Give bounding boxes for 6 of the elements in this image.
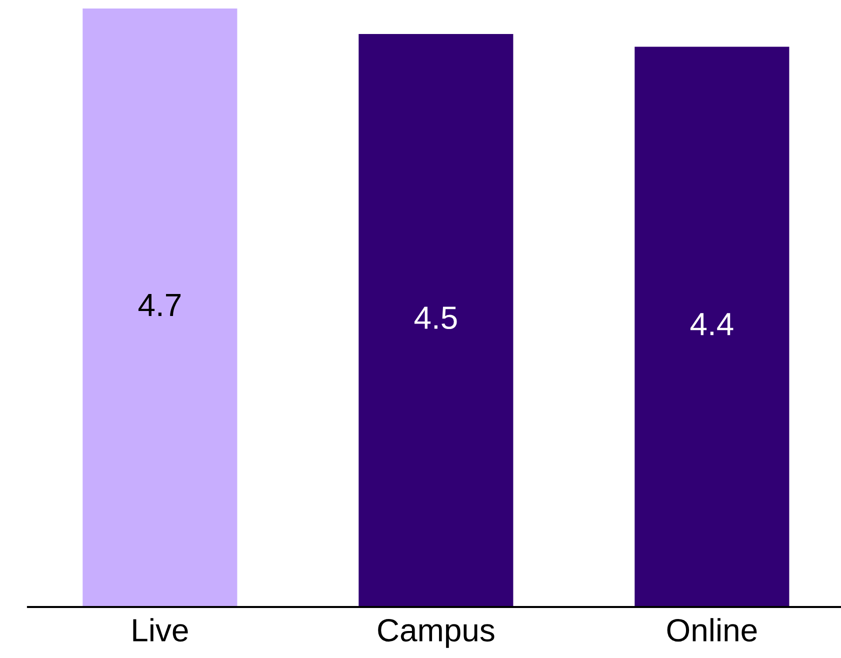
x-tick-label: Campus bbox=[378, 618, 494, 648]
data-label: 4.5 bbox=[414, 306, 457, 330]
data-label: 4.4 bbox=[690, 313, 734, 336]
x-tick-label: Live bbox=[133, 618, 188, 642]
x-tick-label: Online bbox=[667, 618, 757, 642]
data-label: 4.7 bbox=[138, 294, 181, 316]
